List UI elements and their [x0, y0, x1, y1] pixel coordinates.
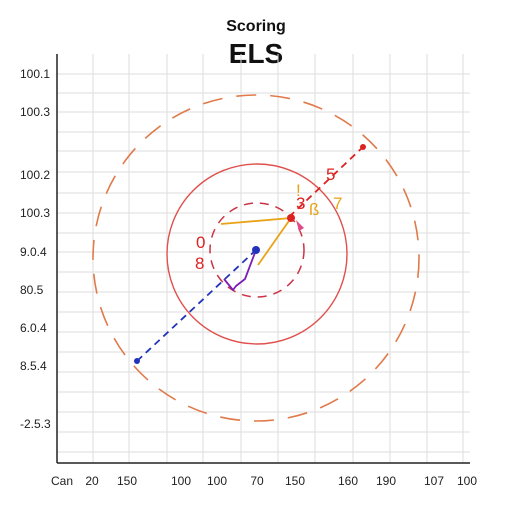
- x-tick-label-9: 107: [424, 474, 444, 488]
- x-tick-label-0: Can: [51, 474, 73, 488]
- annotation-2: 5: [326, 165, 335, 184]
- chart-title: Scoring: [226, 18, 286, 35]
- x-tick-label-3: 100: [171, 474, 191, 488]
- x-tick-label-5: 70: [250, 474, 264, 488]
- y-tick-label-4: 9.0.4: [20, 245, 47, 259]
- y-tick-label-3: 100.3: [20, 206, 50, 220]
- annotation-4: ß: [309, 200, 319, 219]
- annotation-5: 7: [333, 194, 342, 213]
- line-red-dashed: [288, 146, 364, 218]
- y-tick-label-6: 6.0.4: [20, 321, 47, 335]
- point-pink-marker: [296, 220, 304, 231]
- point-blue-center: [252, 246, 260, 254]
- x-tick-label-4: 100: [207, 474, 227, 488]
- annotation-0: 0: [196, 233, 205, 252]
- x-tick-label-1: 20: [85, 474, 99, 488]
- y-tick-label-5: 80.5: [20, 283, 44, 297]
- y-tick-label-0: 100.1: [20, 67, 50, 81]
- x-tick-label-10: 100: [457, 474, 477, 488]
- line-purple-solid: [223, 249, 257, 291]
- point-blue-end: [134, 358, 140, 364]
- y-tick-label-7: 8.5.4: [20, 359, 47, 373]
- x-tick-label-2: 150: [117, 474, 137, 488]
- line-blue-dashed: [136, 249, 257, 362]
- point-red-center: [287, 214, 295, 222]
- point-red-end: [360, 144, 366, 150]
- annotation-1: 8: [195, 254, 204, 273]
- x-tick-label-6: 150: [285, 474, 305, 488]
- x-tick-label-8: 190: [376, 474, 396, 488]
- chart-subtitle: ELS: [228, 38, 284, 69]
- y-tick-label-8: -2.5.3: [20, 417, 51, 431]
- ring-middle-ring: [166, 163, 348, 345]
- annotation-6: ǃ: [296, 181, 301, 200]
- line-orange-solid: [220, 217, 292, 266]
- y-tick-label-1: 100.3: [20, 105, 50, 119]
- ring-inner-ring: [209, 202, 305, 298]
- y-tick-label-2: 100.2: [20, 168, 50, 182]
- x-tick-label-7: 160: [338, 474, 358, 488]
- ring-outer-ring: [92, 94, 420, 422]
- annotation-3: 3: [296, 194, 305, 213]
